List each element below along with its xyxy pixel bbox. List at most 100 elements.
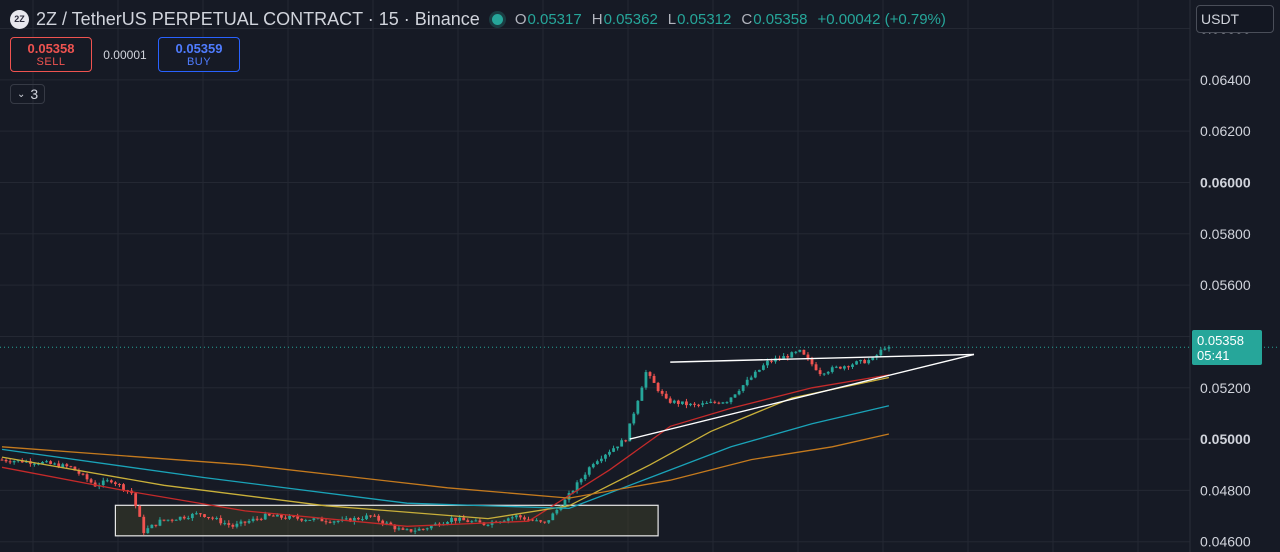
candle <box>288 515 291 519</box>
candle <box>405 529 409 531</box>
candle <box>810 358 814 365</box>
candle <box>114 482 117 485</box>
candle <box>304 520 308 522</box>
candle <box>373 515 376 517</box>
indicators-toggle-button[interactable]: ⌄ 3 <box>10 84 46 104</box>
candle <box>231 524 235 527</box>
high-value: 0.05362 <box>603 10 658 28</box>
candle <box>69 466 73 468</box>
market-open-status-icon[interactable] <box>491 13 503 25</box>
candle <box>709 401 713 403</box>
candle <box>628 423 632 442</box>
candle <box>381 520 385 524</box>
candle <box>429 525 433 529</box>
candle <box>478 520 482 523</box>
moving-average-line <box>1 433 890 499</box>
buy-price: 0.05359 <box>175 40 223 56</box>
candle <box>514 515 518 518</box>
candle <box>733 394 737 398</box>
candle <box>211 517 214 519</box>
sell-button[interactable]: 0.05358 SELL <box>10 37 92 72</box>
candle <box>122 484 125 491</box>
candle <box>535 520 538 522</box>
candle <box>150 524 154 529</box>
candle <box>762 365 765 370</box>
candle <box>361 519 364 521</box>
candle <box>101 480 105 486</box>
close-label: C <box>741 10 753 28</box>
chart-header: 2Z 2Z / TetherUS PERPETUAL CONTRACT · 15… <box>10 7 946 31</box>
candle <box>243 521 247 523</box>
candle <box>178 516 182 520</box>
candle <box>705 402 709 404</box>
candle <box>612 448 615 452</box>
candle <box>600 458 603 462</box>
candle <box>855 361 858 365</box>
candle <box>583 474 587 480</box>
y-tick-label: 0.04800 <box>1200 482 1251 498</box>
candle <box>563 499 567 508</box>
candle <box>851 364 854 367</box>
candle <box>502 520 506 522</box>
candle <box>421 528 425 530</box>
candle <box>235 523 239 527</box>
candle <box>729 397 733 403</box>
candle <box>664 393 668 399</box>
candle <box>802 349 806 355</box>
candle <box>328 521 332 523</box>
candle <box>239 521 243 524</box>
candle <box>579 479 583 483</box>
candle <box>741 385 745 391</box>
candle <box>215 518 219 520</box>
y-tick-label: 0.06000 <box>1200 174 1251 190</box>
candle <box>134 493 138 506</box>
y-tick-label: 0.05800 <box>1200 226 1251 242</box>
candle <box>146 528 150 534</box>
candle <box>227 523 231 525</box>
candle <box>474 520 478 522</box>
candle <box>672 400 676 403</box>
currency-select[interactable]: USDT <box>1196 5 1274 33</box>
candle <box>348 518 352 522</box>
candle <box>871 357 875 361</box>
moving-average-line <box>1 405 890 510</box>
candle <box>595 461 599 465</box>
candle <box>446 522 449 524</box>
bar-countdown: 05:41 <box>1197 348 1230 363</box>
candle <box>608 451 611 455</box>
candle <box>527 519 530 521</box>
candle <box>33 463 36 465</box>
candle <box>154 524 158 526</box>
buy-label: BUY <box>186 55 212 68</box>
candle <box>0 459 4 461</box>
candle <box>259 518 263 520</box>
candle <box>207 517 210 519</box>
trade-panel: 0.05358 SELL 0.00001 0.05359 BUY <box>10 37 240 72</box>
candle <box>73 466 77 471</box>
candle <box>818 370 822 375</box>
candle <box>417 528 421 531</box>
candle <box>806 354 810 359</box>
candle <box>770 360 773 362</box>
candle <box>377 515 381 521</box>
sell-label: SELL <box>36 55 66 68</box>
low-value: 0.05312 <box>677 10 732 28</box>
candle <box>369 515 372 517</box>
candle <box>782 356 786 359</box>
candle <box>203 514 206 518</box>
symbol-title[interactable]: 2Z / TetherUS PERPETUAL CONTRACT · 15 · … <box>36 8 480 29</box>
symbol-logo[interactable]: 2Z <box>10 9 29 29</box>
candle <box>166 519 170 521</box>
candle <box>409 529 413 532</box>
buy-button[interactable]: 0.05359 BUY <box>158 37 240 72</box>
candle <box>142 516 146 534</box>
candle <box>644 372 648 388</box>
open-value: 0.05317 <box>527 10 582 28</box>
candle <box>681 401 684 404</box>
candle <box>859 359 862 362</box>
moving-average-line <box>1 374 890 527</box>
candle <box>814 364 818 371</box>
candle <box>737 390 741 395</box>
candle <box>89 479 93 483</box>
